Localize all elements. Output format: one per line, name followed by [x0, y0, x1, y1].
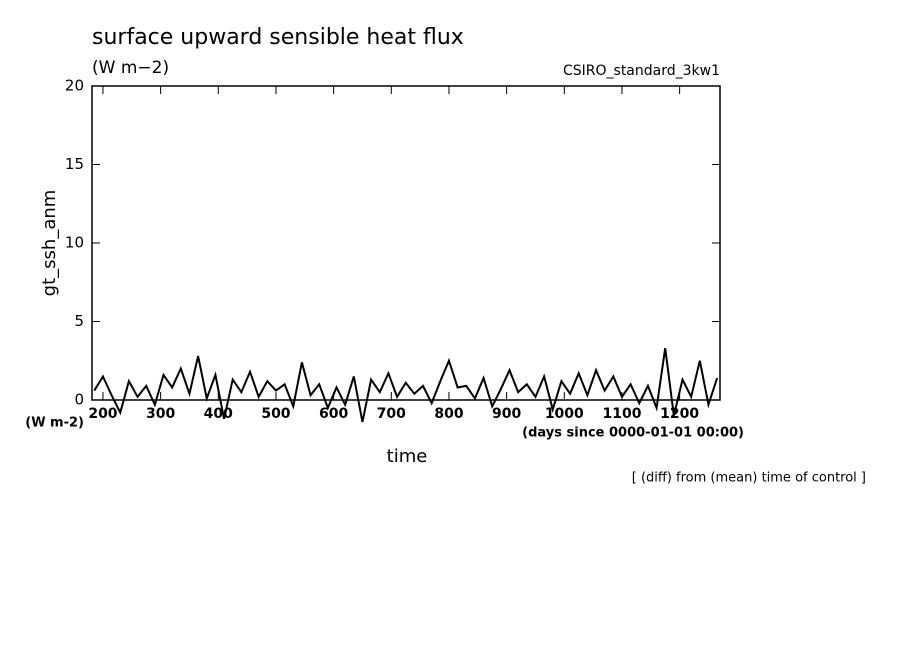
y-tick-label: 10: [65, 234, 84, 252]
x-tick-label: 700: [377, 406, 406, 422]
x-tick-label: 900: [492, 406, 521, 422]
y-tick-label: 15: [65, 155, 84, 173]
chart-subtitle: (W m−2): [92, 58, 169, 78]
x-tick-label: 1000: [545, 406, 584, 422]
y-tick-label: 20: [65, 77, 84, 95]
x-tick-label: 600: [319, 406, 348, 422]
x-tick-label: 1200: [660, 406, 699, 422]
x-tick-label: 300: [146, 406, 175, 422]
x-axis-label: time: [387, 446, 428, 467]
y-axis-label: gt_ssh_anm: [39, 190, 60, 297]
data-line: [93, 348, 719, 423]
x-tick-label: 200: [88, 406, 117, 422]
x-tick-label: 1100: [602, 406, 641, 422]
plot-frame: [91, 85, 721, 401]
y-tick-label: 0: [74, 391, 84, 409]
x-tick-label: 400: [204, 406, 233, 422]
annotation: CSIRO_standard_3kw1: [563, 63, 720, 79]
x-tick-label: 800: [434, 406, 463, 422]
chart-title: surface upward sensible heat flux: [92, 25, 464, 50]
y-tick-label: 5: [74, 312, 84, 330]
y-units: (W m-2): [25, 416, 84, 431]
footnote: [ (diff) from (mean) time of control ]: [632, 471, 866, 486]
x-units: (days since 0000-01-01 00:00): [522, 426, 744, 441]
x-tick-label: 500: [261, 406, 290, 422]
